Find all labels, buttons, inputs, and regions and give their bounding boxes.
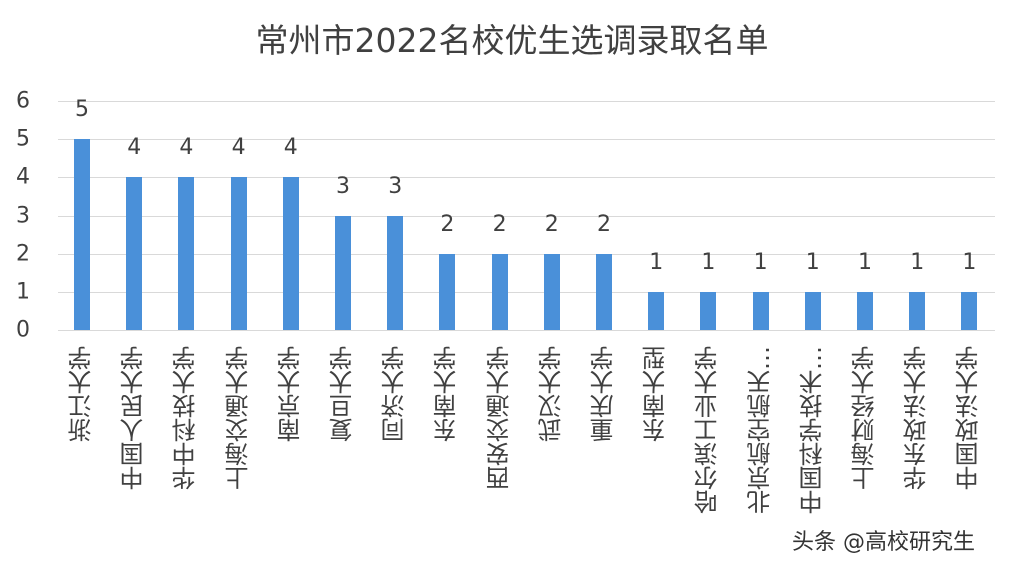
bar (282, 177, 299, 330)
gridline (58, 330, 995, 331)
gridline (58, 254, 995, 255)
x-tick-label: 上海财经大学 (851, 346, 879, 490)
x-tick-label: 中国科学技术… (798, 346, 827, 514)
x-tick-label: 哈尔滨工业大学 (694, 346, 723, 514)
x-tick-label: 东南大学 (433, 346, 462, 442)
x-tick-label: 华东政法大学 (903, 346, 932, 490)
data-label: 4 (283, 135, 298, 161)
y-tick-label: 6 (16, 88, 30, 114)
gridline (58, 101, 995, 102)
bar (543, 253, 560, 330)
chart-title: 常州市2022名校优生选调录取名单 (255, 21, 769, 60)
data-label: 4 (179, 135, 194, 161)
x-tick-label: 中国政法大学 (955, 346, 984, 490)
x-tick-label: 南京大学 (276, 346, 305, 442)
bar (752, 291, 769, 330)
data-label: 2 (440, 211, 455, 237)
data-label: 1 (962, 249, 977, 275)
x-tick-label: 东南大型 (642, 346, 671, 442)
data-label: 1 (701, 249, 716, 275)
bar (491, 253, 508, 330)
bar (596, 253, 612, 330)
data-label: 1 (805, 249, 820, 275)
x-tick-label: 重庆大学 (590, 346, 618, 442)
bar (700, 291, 717, 330)
bar (961, 291, 978, 330)
x-tick-label: 上海交通大学 (224, 346, 253, 490)
x-tick-label: 武汉大学 (537, 346, 566, 442)
watermark: 头条 @高校研究生 (792, 524, 975, 556)
data-label: 1 (649, 249, 664, 275)
data-label: 4 (127, 135, 142, 161)
gridline (58, 177, 995, 178)
bar (74, 139, 90, 330)
bar (648, 291, 665, 330)
y-tick-label: 1 (16, 279, 30, 305)
data-label: 5 (75, 97, 89, 123)
data-label: 2 (492, 211, 507, 237)
x-tick-label: 北京航空航天… (746, 346, 775, 514)
x-tick-label: 同济大学 (381, 346, 410, 442)
data-label: 3 (336, 173, 350, 199)
data-label: 2 (544, 211, 559, 237)
bar (439, 253, 456, 330)
y-tick-label: 5 (16, 126, 30, 152)
bar (909, 291, 926, 330)
x-tick-label: 华中科技大学 (172, 346, 201, 490)
y-tick-label: 4 (16, 164, 30, 190)
y-tick-label: 2 (16, 241, 30, 267)
x-tick-label: 西安交通大学 (485, 346, 514, 490)
x-tick-label: 中国人民大学 (120, 346, 149, 490)
data-label: 1 (753, 249, 768, 275)
data-label: 4 (231, 135, 246, 161)
x-tick-label: 复旦大学 (329, 346, 357, 442)
bar (178, 177, 195, 330)
data-label: 2 (597, 211, 611, 237)
bar (126, 177, 143, 330)
y-tick-label: 0 (16, 317, 30, 343)
bar (387, 215, 404, 330)
gridline (58, 139, 995, 140)
data-label: 1 (910, 249, 925, 275)
bar (857, 291, 873, 330)
bar (230, 177, 247, 330)
bar (804, 291, 821, 330)
x-tick-label: 浙江大学 (68, 346, 96, 442)
gridline (58, 216, 995, 217)
bar (335, 215, 351, 330)
y-tick-label: 3 (16, 203, 30, 228)
data-label: 3 (388, 173, 403, 199)
gridline (58, 292, 995, 293)
data-label: 1 (858, 249, 872, 275)
